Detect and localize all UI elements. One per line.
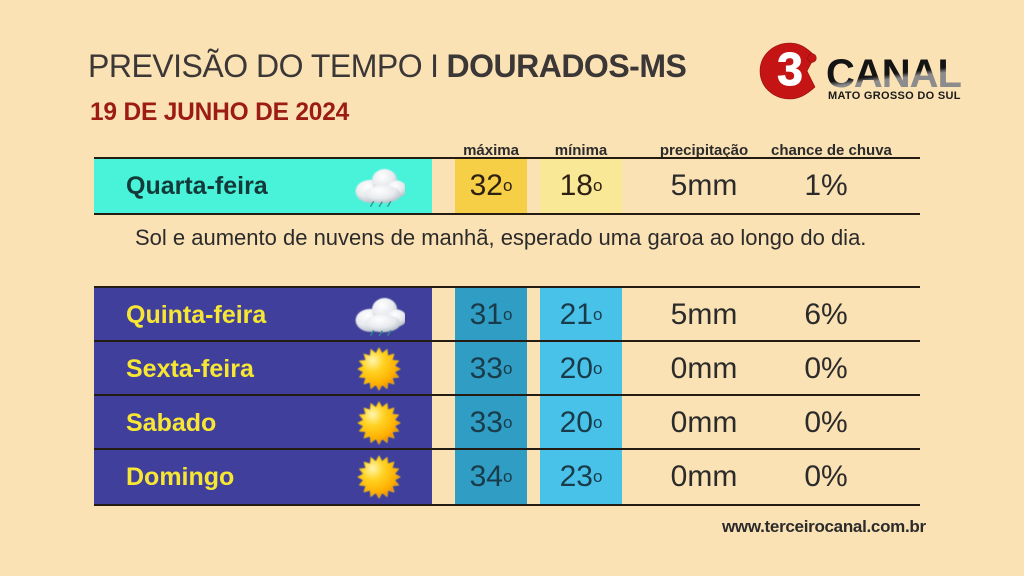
svg-text:MATO GROSSO DO SUL: MATO GROSSO DO SUL xyxy=(828,90,961,102)
svg-text:3: 3 xyxy=(777,43,803,95)
